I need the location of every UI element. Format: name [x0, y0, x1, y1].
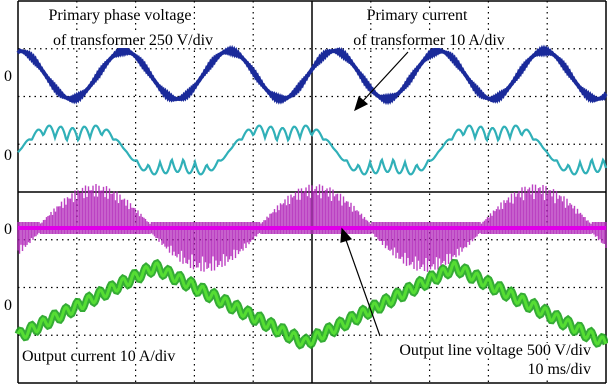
oscilloscope-screen: Primary phase voltage of transformer 250… [0, 0, 608, 385]
channel-label: of transformer 10 A/div [353, 32, 505, 49]
zero-marker: 0 [4, 147, 12, 164]
channel-label: Primary phase voltage [48, 7, 191, 24]
channel-label: Output line voltage 500 V/div [399, 342, 591, 359]
channel-label: Output current 10 A/div [22, 348, 175, 365]
channel-label: of transformer 250 V/div [53, 32, 213, 49]
zero-marker: 0 [4, 297, 12, 314]
zero-marker: 0 [4, 68, 12, 85]
page: Primary phase voltage of transformer 250… [0, 0, 608, 385]
timebase-label: 10 ms/div [527, 361, 591, 378]
channel-label: Primary current [367, 7, 468, 24]
zero-marker: 0 [4, 221, 12, 238]
